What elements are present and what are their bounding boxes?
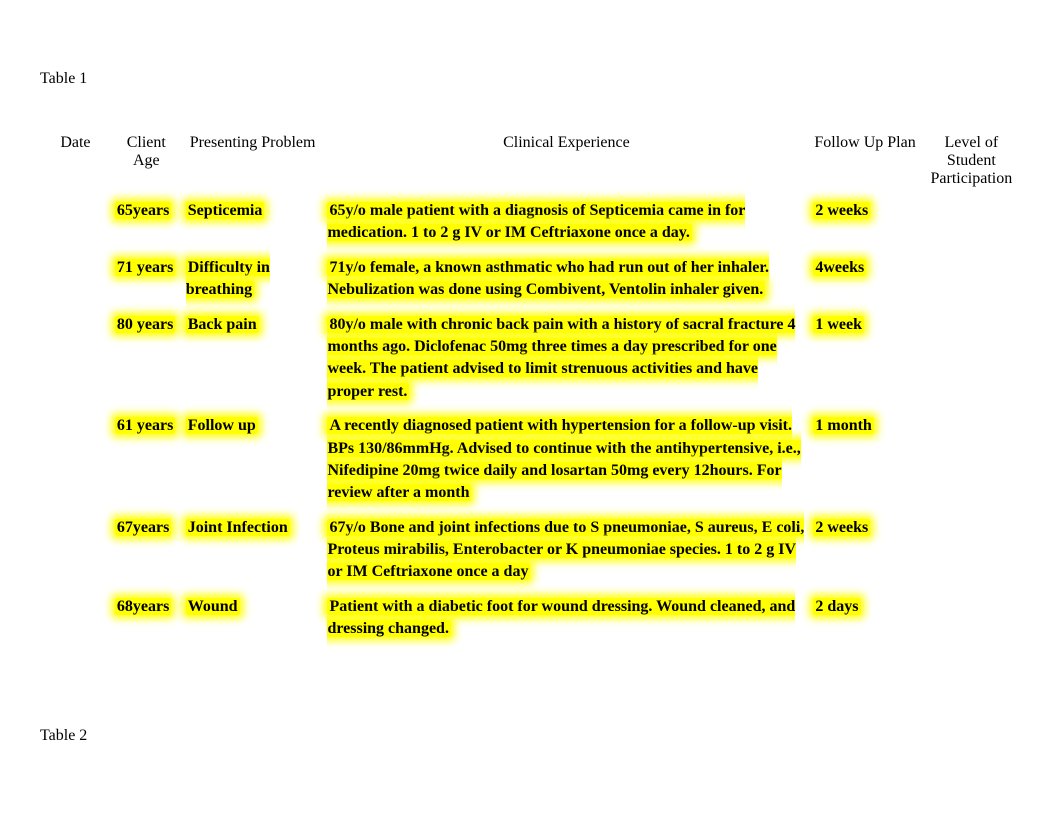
- experience-value: 80y/o male with chronic back pain with a…: [327, 316, 795, 400]
- followup-value: 2 weeks: [813, 202, 870, 219]
- header-followup: Follow Up Plan: [809, 128, 920, 194]
- followup-value: 2 weeks: [813, 519, 870, 536]
- problem-value: Follow up: [186, 417, 258, 434]
- age-value: 80 years: [115, 316, 175, 333]
- header-date: Date: [40, 128, 111, 194]
- table-row: 65years Septicemia 65y/o male patient wi…: [40, 194, 1022, 251]
- cell-followup: 2 weeks: [809, 194, 920, 251]
- cell-age: 80 years: [111, 308, 182, 410]
- problem-value: Wound: [186, 598, 240, 615]
- cell-problem: Follow up: [182, 409, 324, 511]
- problem-value: Joint Infection: [186, 519, 290, 536]
- cell-participation: [921, 308, 1022, 410]
- table-row: 80 years Back pain 80y/o male with chron…: [40, 308, 1022, 410]
- problem-value: Septicemia: [186, 202, 265, 219]
- cell-participation: [921, 409, 1022, 511]
- clinical-table: Date Client Age Presenting Problem Clini…: [40, 128, 1022, 647]
- cell-experience: 71y/o female, a known asthmatic who had …: [323, 251, 809, 308]
- experience-value: A recently diagnosed patient with hypert…: [327, 417, 800, 501]
- cell-date: [40, 409, 111, 511]
- table-body: 65years Septicemia 65y/o male patient wi…: [40, 194, 1022, 647]
- experience-value: 67y/o Bone and joint infections due to S…: [327, 519, 804, 581]
- cell-problem: Back pain: [182, 308, 324, 410]
- table-1-label: Table 1: [40, 70, 1022, 88]
- cell-date: [40, 308, 111, 410]
- age-value: 61 years: [115, 417, 175, 434]
- cell-followup: 1 month: [809, 409, 920, 511]
- followup-value: 1 week: [813, 316, 864, 333]
- cell-participation: [921, 251, 1022, 308]
- cell-followup: 2 days: [809, 590, 920, 647]
- cell-followup: 4weeks: [809, 251, 920, 308]
- followup-value: 1 month: [813, 417, 873, 434]
- cell-experience: 80y/o male with chronic back pain with a…: [323, 308, 809, 410]
- header-experience: Clinical Experience: [323, 128, 809, 194]
- problem-value: Back pain: [186, 316, 259, 333]
- experience-value: 71y/o female, a known asthmatic who had …: [327, 259, 769, 298]
- cell-age: 67years: [111, 511, 182, 590]
- cell-experience: Patient with a diabetic foot for wound d…: [323, 590, 809, 647]
- followup-value: 2 days: [813, 598, 860, 615]
- age-value: 71 years: [115, 259, 175, 276]
- cell-problem: Septicemia: [182, 194, 324, 251]
- cell-age: 68years: [111, 590, 182, 647]
- cell-date: [40, 251, 111, 308]
- cell-problem: Wound: [182, 590, 324, 647]
- header-problem: Presenting Problem: [182, 128, 324, 194]
- cell-date: [40, 511, 111, 590]
- cell-followup: 2 weeks: [809, 511, 920, 590]
- cell-age: 61 years: [111, 409, 182, 511]
- table-row: 67years Joint Infection 67y/o Bone and j…: [40, 511, 1022, 590]
- followup-value: 4weeks: [813, 259, 866, 276]
- cell-age: 71 years: [111, 251, 182, 308]
- age-value: 68years: [115, 598, 171, 615]
- cell-experience: 65y/o male patient with a diagnosis of S…: [323, 194, 809, 251]
- table-row: 68years Wound Patient with a diabetic fo…: [40, 590, 1022, 647]
- cell-experience: 67y/o Bone and joint infections due to S…: [323, 511, 809, 590]
- experience-value: Patient with a diabetic foot for wound d…: [327, 598, 795, 637]
- cell-participation: [921, 511, 1022, 590]
- age-value: 65years: [115, 202, 171, 219]
- table-2-label: Table 2: [40, 727, 1022, 745]
- experience-value: 65y/o male patient with a diagnosis of S…: [327, 202, 745, 241]
- cell-date: [40, 194, 111, 251]
- cell-problem: Joint Infection: [182, 511, 324, 590]
- header-age: Client Age: [111, 128, 182, 194]
- cell-participation: [921, 590, 1022, 647]
- age-value: 67years: [115, 519, 171, 536]
- cell-followup: 1 week: [809, 308, 920, 410]
- cell-age: 65years: [111, 194, 182, 251]
- table-header-row: Date Client Age Presenting Problem Clini…: [40, 128, 1022, 194]
- table-row: 61 years Follow up A recently diagnosed …: [40, 409, 1022, 511]
- cell-experience: A recently diagnosed patient with hypert…: [323, 409, 809, 511]
- problem-value: Difficulty in breathing: [186, 259, 270, 298]
- header-participation: Level of Student Participation: [921, 128, 1022, 194]
- table-row: 71 years Difficulty in breathing 71y/o f…: [40, 251, 1022, 308]
- cell-date: [40, 590, 111, 647]
- cell-participation: [921, 194, 1022, 251]
- cell-problem: Difficulty in breathing: [182, 251, 324, 308]
